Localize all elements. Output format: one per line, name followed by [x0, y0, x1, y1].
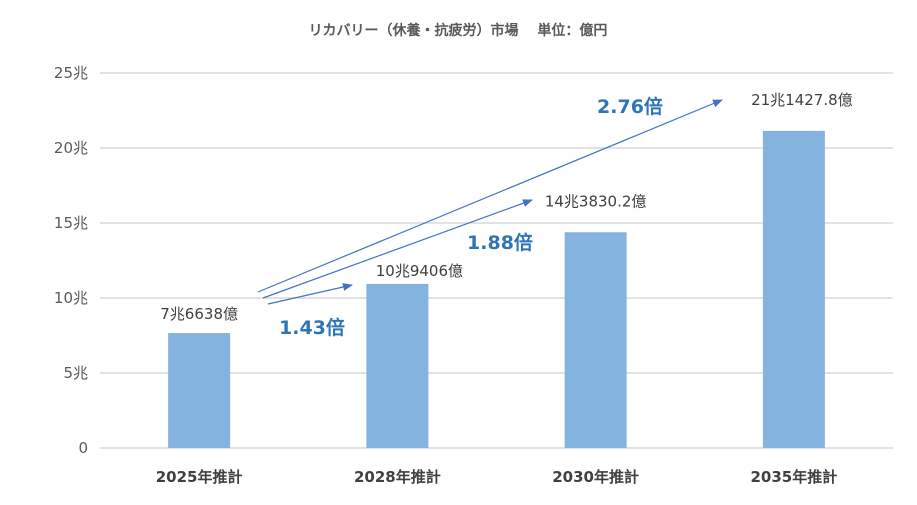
y-tick-label: 0: [78, 439, 88, 457]
x-tick-label: 2028年推計: [354, 468, 441, 486]
y-tick-label: 20兆: [54, 139, 88, 157]
data-label: 14兆3830.2億: [545, 192, 647, 210]
data-label: 10兆9406億: [376, 262, 463, 280]
y-tick-label: 25兆: [54, 64, 88, 82]
growth-multiplier-label: 1.88倍: [467, 231, 533, 254]
growth-arrow: [262, 199, 533, 299]
x-tick-label: 2030年推計: [552, 468, 639, 486]
growth-multiplier-label: 2.76倍: [597, 95, 663, 118]
data-label: 21兆1427.8億: [751, 91, 853, 109]
bar: [564, 232, 627, 448]
data-label: 7兆6638億: [160, 305, 238, 323]
x-tick-label: 2025年推計: [156, 468, 243, 486]
x-tick-label: 2035年推計: [751, 468, 838, 486]
bar: [366, 283, 429, 448]
y-tick-label: 5兆: [63, 364, 88, 382]
bar: [762, 130, 825, 448]
y-tick-label: 15兆: [54, 214, 88, 232]
growth-arrow: [267, 283, 353, 305]
growth-arrow: [257, 99, 723, 293]
bar: [168, 333, 231, 448]
chart-title: リカバリー（休養・抗疲労）市場 単位：億円: [309, 22, 608, 39]
y-tick-label: 10兆: [54, 289, 88, 307]
growth-multiplier-label: 1.43倍: [279, 316, 345, 339]
